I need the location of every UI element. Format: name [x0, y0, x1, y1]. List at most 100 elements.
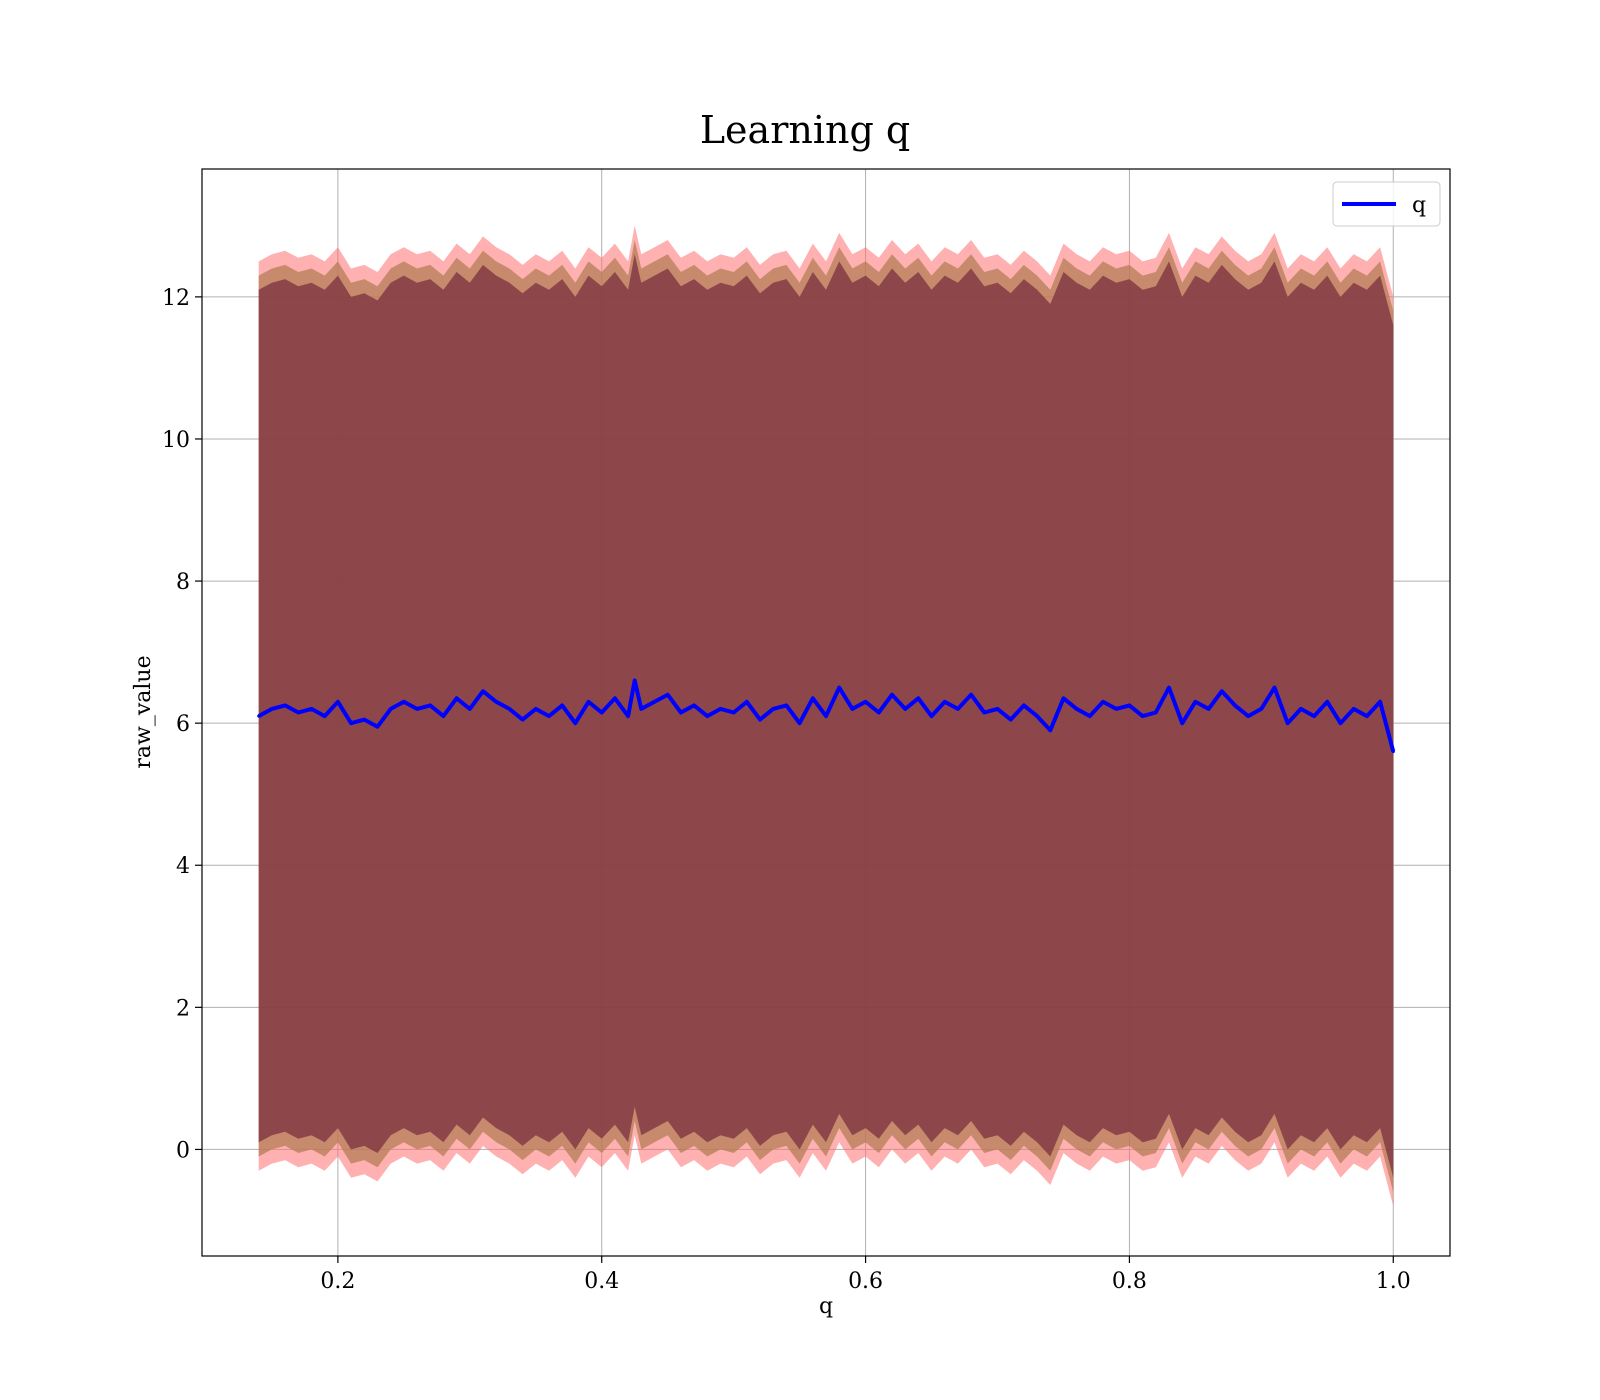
data-point-q	[1193, 700, 1197, 704]
data-point-q	[1220, 689, 1224, 693]
x-tick-label: 0.2	[320, 1269, 355, 1294]
data-point-q	[1075, 707, 1079, 711]
legend-label-q: q	[1412, 193, 1426, 218]
data-point-q	[521, 718, 525, 722]
data-point-q	[745, 700, 749, 704]
data-point-q	[877, 711, 881, 714]
data-point-q	[428, 703, 432, 707]
data-point-q	[732, 711, 736, 714]
data-point-q	[1127, 703, 1131, 707]
data-point-q	[573, 721, 577, 725]
data-point-q	[784, 703, 788, 707]
data-point-q	[943, 700, 947, 704]
data-point-q	[336, 700, 340, 704]
data-point-q	[1154, 711, 1158, 714]
data-point-q	[1378, 700, 1382, 704]
y-tick-label: 0	[176, 1138, 190, 1163]
x-tick-label: 0.4	[584, 1269, 619, 1294]
data-point-q	[560, 703, 564, 707]
y-axis-label: raw_value	[131, 655, 156, 768]
data-point-q	[1299, 707, 1303, 711]
y-tick-label: 6	[176, 712, 190, 737]
series-line-q	[257, 678, 1396, 753]
y-tick-label: 12	[162, 286, 190, 311]
data-point-q	[692, 703, 696, 707]
x-tick-label: 1.0	[1376, 1269, 1411, 1294]
data-point-q	[1233, 703, 1237, 707]
y-tick-label: 10	[162, 428, 190, 453]
data-point-q	[811, 696, 815, 700]
x-tick-label: 0.8	[1112, 1269, 1147, 1294]
data-point-q	[389, 707, 393, 711]
data-point-q	[1391, 750, 1395, 754]
chart-title: Learning q	[700, 108, 910, 152]
data-point-q	[1339, 721, 1342, 725]
data-point-q	[362, 718, 366, 722]
x-axis-label: q	[819, 1294, 833, 1319]
data-point-q	[1286, 721, 1290, 725]
data-point-q	[481, 689, 485, 693]
data-point-q	[270, 707, 274, 711]
legend: q	[1332, 181, 1441, 227]
data-point-q	[956, 707, 960, 711]
data-point-q	[587, 700, 590, 704]
data-point-q	[1312, 714, 1316, 718]
data-point-q	[837, 686, 841, 690]
data-point-q	[705, 714, 709, 718]
data-point-q	[1101, 700, 1105, 704]
data-point-q	[1141, 714, 1145, 718]
y-tick-label: 2	[176, 996, 190, 1021]
data-point-q	[468, 707, 472, 711]
data-point-q	[982, 711, 986, 714]
data-point-q	[666, 693, 670, 697]
data-point-q	[1035, 714, 1039, 718]
data-point-q	[296, 711, 300, 714]
data-point-q	[1022, 703, 1026, 707]
data-point-q	[639, 707, 643, 711]
x-tick-label: 0.6	[848, 1269, 883, 1294]
data-point-q	[890, 693, 894, 697]
data-point-q	[494, 700, 498, 704]
data-point-q	[1114, 707, 1118, 711]
data-point-q	[310, 707, 313, 711]
y-tick-label: 8	[176, 570, 190, 595]
data-point-q	[1062, 696, 1065, 700]
data-point-q	[679, 711, 683, 714]
data-point-q	[402, 700, 406, 704]
y-tick-label: 4	[176, 854, 190, 879]
plot-area-frame	[201, 168, 1451, 1257]
data-point-q	[283, 703, 287, 707]
data-point-q	[1273, 686, 1276, 690]
data-point-q	[1207, 707, 1211, 711]
data-point-q	[1088, 714, 1092, 718]
data-point-q	[1352, 707, 1356, 711]
data-point-q	[257, 714, 261, 718]
data-point-q	[547, 714, 551, 718]
data-point-q	[323, 714, 327, 718]
data-point-q	[758, 718, 762, 722]
data-point-q	[534, 707, 538, 711]
data-point-q	[969, 693, 973, 697]
data-point-q	[824, 714, 828, 718]
data-point-q	[771, 707, 775, 711]
data-point-q	[916, 696, 920, 700]
data-point-q	[1048, 728, 1052, 732]
data-point-q	[1246, 714, 1250, 718]
data-point-q	[626, 714, 630, 718]
x-axis-ticks: 0.2 0.4 0.6 0.8 1.0	[320, 1256, 1411, 1294]
data-point-q	[600, 711, 604, 714]
data-point-q	[653, 700, 656, 704]
data-point-q	[719, 707, 722, 711]
data-point-q	[349, 721, 353, 725]
data-point-q	[613, 696, 617, 700]
data-point-q	[850, 707, 854, 711]
data-point-q	[1365, 714, 1369, 718]
data-point-q	[507, 707, 511, 711]
data-point-q	[930, 714, 933, 718]
data-point-q	[441, 714, 445, 718]
data-point-q	[376, 725, 379, 729]
data-point-q	[864, 700, 868, 704]
series-lines	[257, 678, 1396, 754]
